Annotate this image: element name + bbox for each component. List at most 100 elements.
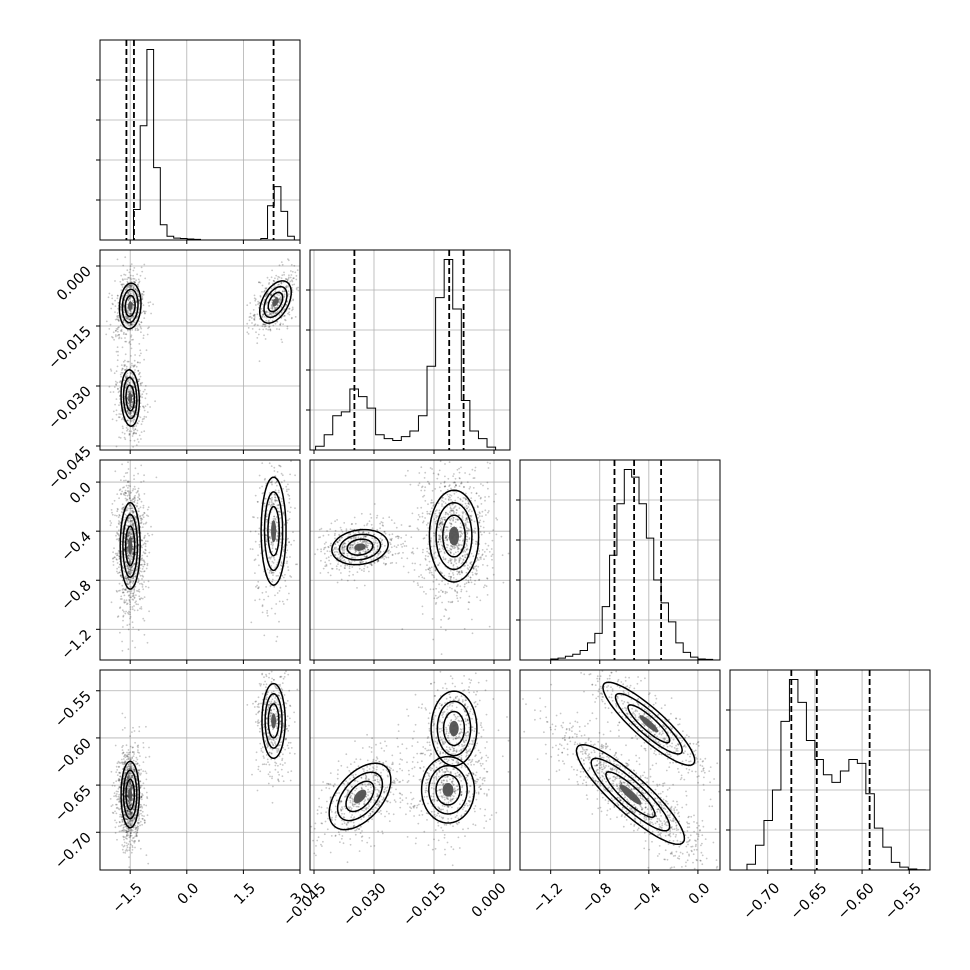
- sample-point: [440, 550, 442, 553]
- sample-point: [376, 514, 379, 517]
- sample-point: [141, 270, 144, 273]
- sample-point: [275, 640, 278, 643]
- sample-point: [286, 488, 288, 491]
- sample-point: [327, 545, 330, 548]
- sample-point: [121, 372, 124, 374]
- sample-point: [155, 476, 158, 479]
- sample-point: [122, 279, 124, 281]
- sample-point: [320, 559, 322, 562]
- sample-point: [421, 576, 424, 579]
- sample-point: [135, 594, 137, 597]
- sample-point: [132, 419, 134, 422]
- sample-point: [273, 503, 275, 506]
- sample-point: [291, 309, 293, 312]
- sample-point: [486, 594, 489, 596]
- sample-point: [129, 404, 132, 406]
- sample-point: [118, 336, 121, 339]
- sample-point: [139, 522, 142, 525]
- sample-point: [432, 472, 435, 475]
- sample-point: [322, 567, 325, 570]
- sample-point: [129, 318, 132, 321]
- sample-point: [467, 581, 470, 583]
- sample-point: [482, 564, 484, 566]
- sample-point: [387, 556, 390, 559]
- sample-point: [271, 319, 274, 322]
- sample-point: [337, 563, 339, 565]
- sample-point: [364, 550, 367, 553]
- sample-point: [116, 531, 118, 534]
- sample-point: [120, 479, 122, 482]
- sample-point: [133, 609, 136, 612]
- sample-point: [354, 550, 357, 552]
- sample-point: [287, 290, 290, 292]
- sample-point: [403, 545, 406, 547]
- sample-point: [443, 574, 446, 577]
- sample-point: [143, 263, 146, 266]
- sample-point: [123, 364, 126, 366]
- sample-point: [279, 299, 282, 301]
- sample-point: [353, 579, 356, 582]
- sample-point: [391, 553, 394, 556]
- sample-point: [138, 373, 140, 376]
- sample-point: [257, 580, 260, 583]
- sample-point: [126, 269, 129, 272]
- sample-point: [133, 605, 135, 607]
- sample-point: [294, 316, 297, 318]
- sample-point: [263, 315, 266, 318]
- sample-point: [469, 566, 471, 568]
- sample-point: [122, 264, 125, 267]
- sample-point: [329, 562, 332, 565]
- sample-point: [251, 322, 253, 324]
- sample-point: [141, 557, 144, 560]
- sample-point: [429, 513, 431, 515]
- sample-point: [327, 534, 330, 536]
- sample-point: [132, 410, 135, 413]
- sample-point: [127, 461, 129, 464]
- sample-point: [329, 574, 332, 577]
- sample-point: [466, 533, 469, 535]
- sample-point: [138, 493, 140, 496]
- sample-point: [143, 474, 146, 477]
- sample-point: [139, 326, 142, 328]
- sample-point: [329, 550, 331, 553]
- sample-point: [412, 580, 415, 583]
- sample-point: [116, 381, 119, 384]
- sample-point: [291, 284, 294, 286]
- sample-point: [115, 413, 118, 416]
- panel-0-0: [96, 39, 301, 244]
- sample-point: [131, 284, 134, 287]
- sample-point: [475, 568, 478, 570]
- sample-point: [381, 538, 384, 541]
- sample-point: [438, 523, 440, 526]
- sample-point: [129, 413, 132, 415]
- sample-point: [288, 311, 290, 314]
- sample-point: [120, 337, 123, 340]
- sample-point: [280, 481, 283, 484]
- sample-point: [278, 328, 281, 331]
- sample-point: [134, 428, 137, 431]
- sample-point: [110, 370, 113, 372]
- sample-point: [121, 283, 124, 286]
- sample-point: [255, 759, 258, 761]
- sample-point: [118, 319, 120, 322]
- sample-point: [262, 328, 265, 331]
- sample-point: [139, 582, 141, 585]
- sample-point: [132, 304, 135, 307]
- sample-point: [435, 601, 438, 604]
- sample-point: [467, 506, 470, 508]
- sample-point: [261, 316, 264, 318]
- sample-point: [388, 516, 391, 519]
- sample-point: [268, 325, 271, 328]
- sample-point: [134, 646, 137, 649]
- sample-point: [443, 615, 446, 618]
- sample-point: [280, 277, 283, 280]
- sample-point: [140, 423, 143, 426]
- sample-point: [139, 382, 142, 385]
- sample-point: [326, 530, 328, 532]
- sample-point: [451, 508, 453, 510]
- sample-point: [142, 334, 145, 337]
- sample-point: [127, 299, 130, 302]
- sample-point: [330, 522, 333, 525]
- sample-point: [270, 287, 273, 290]
- sample-point: [479, 531, 482, 533]
